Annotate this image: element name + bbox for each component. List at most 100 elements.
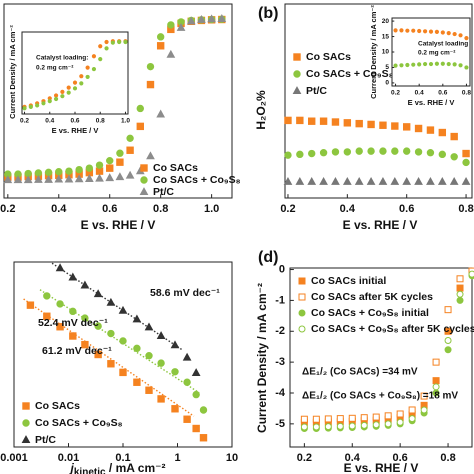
marker-circle <box>444 337 452 345</box>
marker-triangle <box>461 176 471 185</box>
marker-square <box>183 415 191 423</box>
x-tick-label: 10 <box>226 452 238 464</box>
annotation: ΔE₁/₂ (Co SACs) =34 mV <box>302 367 418 378</box>
marker-circle <box>331 148 340 156</box>
marker-circle <box>384 420 392 428</box>
legend-marker <box>298 309 306 317</box>
marker-circle <box>422 61 428 67</box>
marker-circle <box>66 85 71 90</box>
marker-triangle <box>207 14 216 23</box>
x-tick-label: 0.1 <box>115 452 130 464</box>
marker-triangle <box>295 176 305 185</box>
y-axis-label: Current Density / mA cm⁻² <box>255 283 269 433</box>
marker-circle <box>41 101 46 106</box>
marker-triangle <box>74 174 84 183</box>
marker-circle <box>79 81 84 86</box>
legend-marker <box>21 435 31 444</box>
marker-triangle <box>197 14 206 23</box>
marker-triangle <box>34 174 43 183</box>
marker-circle <box>136 104 144 113</box>
legend-marker <box>139 187 149 196</box>
marker-square <box>284 116 292 125</box>
marker-triangle <box>132 314 142 323</box>
x-tick-label: 0.8 <box>458 203 473 215</box>
marker-circle <box>379 147 387 155</box>
marker-square <box>43 312 51 320</box>
marker-circle <box>133 344 141 353</box>
legend-label: Co SACs + Co₉S₈ <box>306 68 394 80</box>
marker-square <box>396 410 404 418</box>
marker-circle <box>95 161 104 169</box>
marker-circle <box>458 33 463 38</box>
legend-label: Co SACs + Co₉S₈ after 5K cycles <box>311 323 474 335</box>
marker-circle <box>452 62 457 67</box>
marker-square <box>391 122 399 130</box>
marker-square <box>367 120 375 129</box>
x-tick-label: 0.2 <box>0 203 15 215</box>
marker-square <box>450 132 458 141</box>
x-tick-label: 0.4 <box>415 90 424 97</box>
marker-square <box>348 414 356 422</box>
y-tick-label: 5 <box>385 64 389 71</box>
marker-square <box>379 121 387 129</box>
marker-circle <box>312 423 320 431</box>
marker-circle <box>85 74 90 80</box>
y-tick-label: -4 <box>275 387 286 399</box>
legend-label: Pt/C <box>153 186 174 198</box>
marker-circle <box>47 99 52 104</box>
marker-circle <box>171 368 179 376</box>
marker-circle <box>446 61 451 67</box>
y-tick-label: -1 <box>275 294 285 306</box>
x-tick-label: 0.8 <box>440 452 455 464</box>
marker-circle <box>66 90 71 95</box>
marker-triangle <box>95 173 104 182</box>
marker-square <box>360 414 368 422</box>
x-axis-label-subscript: kinetic <box>74 467 106 474</box>
marker-triangle <box>319 176 328 185</box>
marker-circle <box>336 422 344 430</box>
marker-circle <box>110 40 115 45</box>
marker-square <box>308 117 316 125</box>
marker-triangle <box>84 174 94 182</box>
x-axis-label: E vs. RHE / V <box>52 126 99 135</box>
legend-marker <box>22 402 30 410</box>
marker-triangle <box>106 297 116 306</box>
marker-circle <box>75 165 83 174</box>
marker-circle <box>414 148 423 156</box>
x-tick-label: 0.6 <box>438 90 447 97</box>
marker-circle <box>319 149 328 157</box>
panel-label: (b) <box>258 5 278 22</box>
marker-circle <box>81 314 89 322</box>
y-tick-label: 0 <box>279 263 285 275</box>
marker-circle <box>119 337 127 345</box>
marker-circle <box>452 31 457 37</box>
marker-triangle <box>68 272 78 281</box>
marker-circle <box>98 44 103 49</box>
marker-square <box>420 392 428 400</box>
marker-square <box>69 332 77 340</box>
marker-square <box>402 123 411 131</box>
marker-circle <box>422 29 428 34</box>
legend-label: Pt/C <box>35 434 56 446</box>
marker-circle <box>146 62 155 71</box>
marker-circle <box>56 300 64 308</box>
marker-square <box>312 415 320 423</box>
note: Catalyst loading <box>418 41 468 48</box>
marker-square <box>408 406 416 414</box>
x-axis-label: E vs. RHE / V <box>408 98 455 107</box>
x-axis-label: E vs. RHE / V <box>343 218 418 232</box>
marker-circle <box>360 421 368 429</box>
marker-triangle <box>354 176 364 185</box>
marker-square <box>199 434 208 442</box>
marker-square <box>336 415 344 423</box>
marker-triangle <box>64 174 74 183</box>
marker-circle <box>104 46 109 51</box>
legend-label: Co SACs <box>35 400 80 412</box>
marker-triangle <box>331 176 340 185</box>
marker-square <box>26 301 35 309</box>
legend-label: Co SACs <box>153 162 198 174</box>
marker-square <box>156 42 165 50</box>
plot-frame <box>284 3 473 199</box>
marker-circle <box>44 168 53 177</box>
